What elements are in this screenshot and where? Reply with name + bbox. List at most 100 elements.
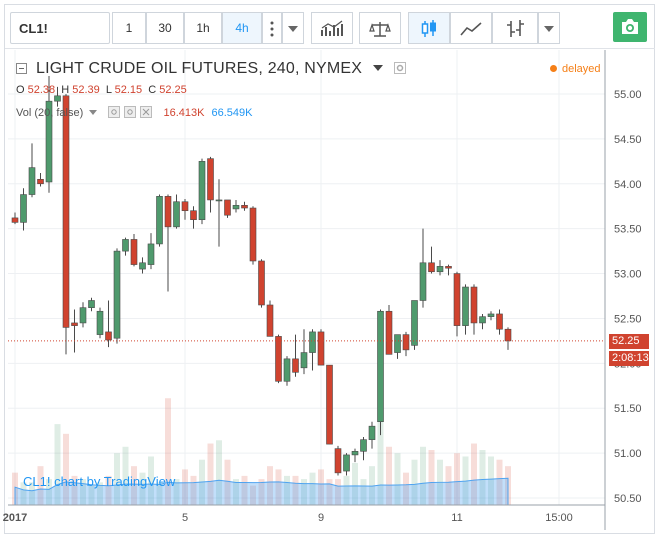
volume-ma-area [14, 477, 509, 506]
symbol-search-box[interactable]: CL1! [10, 12, 110, 44]
candle-body [402, 334, 410, 351]
candle-body [283, 358, 291, 382]
volume-bar [428, 450, 435, 505]
x-tick-label: 5 [182, 512, 188, 524]
candle-body [394, 334, 401, 353]
volume-bar [29, 482, 35, 505]
volume-bar [394, 453, 401, 505]
candle-body [173, 201, 180, 228]
interval-4h-button[interactable]: 4h [222, 12, 262, 44]
volume-bar [335, 479, 341, 505]
volume-legend: Vol (20, false) 16.413K 66.549K [16, 106, 253, 119]
bars-style-icon[interactable] [492, 12, 538, 44]
candle-body [62, 95, 70, 328]
candle-body [105, 331, 112, 341]
vol-settings-icons[interactable] [108, 106, 153, 118]
candle-body [198, 161, 206, 220]
candle-body [360, 439, 367, 452]
candles-style-icon[interactable] [408, 12, 450, 44]
x-tick-label: 11 [451, 512, 462, 524]
volume-bar [54, 424, 61, 505]
volume-bar [403, 472, 409, 505]
candle-body [113, 250, 121, 339]
candle-body [377, 310, 384, 422]
volume-bar [233, 479, 239, 505]
volume-bar [105, 475, 112, 505]
more-intervals-icon[interactable] [262, 12, 282, 44]
x-tick-label: 15:00 [545, 512, 573, 524]
volume-ma [14, 477, 509, 506]
volume-bar [156, 482, 163, 505]
volume-bar [479, 450, 486, 505]
candle-body [445, 266, 452, 269]
interval-1h-button[interactable]: 1h [184, 12, 222, 44]
volume-bar [352, 462, 358, 505]
candle-body [224, 199, 231, 216]
volume-bar [454, 453, 460, 505]
volume-bar [250, 485, 256, 505]
candle-body [139, 262, 146, 270]
volume-bar [88, 485, 95, 505]
candle-body [96, 310, 104, 335]
y-tick-label: 55.00 [614, 89, 642, 101]
candle-body [326, 364, 333, 445]
tradingview-watermark[interactable]: CL1! chart by TradingView [23, 474, 176, 489]
candle-body [292, 358, 299, 373]
volume-bar [318, 469, 324, 505]
candle-body [37, 178, 44, 185]
volume-bar [71, 475, 78, 505]
candle-body [411, 300, 418, 346]
candle-body [79, 307, 87, 324]
volume-bar [139, 472, 146, 505]
y-tick-label: 51.50 [614, 403, 642, 415]
x-tick-label: 2017 [3, 512, 27, 524]
volume-bar [326, 479, 333, 505]
volume-bar [488, 456, 494, 505]
volume-bar [114, 453, 120, 505]
candle-body [436, 266, 444, 273]
candle-body [266, 304, 274, 337]
interval-30-button[interactable]: 30 [146, 12, 184, 44]
chart-style-dropdown-icon[interactable] [538, 12, 560, 44]
title-dropdown-icon[interactable] [372, 65, 383, 71]
line-style-icon[interactable] [450, 12, 492, 44]
candle-body [419, 262, 427, 301]
candle-body [462, 286, 469, 326]
toolbar-divider [5, 48, 655, 49]
volume-bar [97, 482, 103, 505]
candle-body [207, 158, 214, 201]
vol-dropdown-icon[interactable] [89, 110, 98, 115]
interval-1-button[interactable]: 1 [112, 12, 146, 44]
volume-bar [267, 466, 273, 505]
volume-bar [190, 475, 197, 505]
compare-icon[interactable] [359, 12, 401, 44]
interval-dropdown-icon[interactable] [282, 12, 304, 44]
y-tick-label: 53.00 [614, 269, 642, 281]
candle-body [71, 322, 78, 326]
volume-bar [173, 479, 180, 505]
candle-body [88, 300, 95, 308]
chart-title: LIGHT CRUDE OIL FUTURES, 240, NYMEX [36, 60, 406, 78]
volume-bar [471, 443, 477, 505]
y-tick-label: 51.00 [614, 448, 642, 460]
y-tick-label: 50.50 [614, 493, 642, 505]
indicators-icon[interactable] [311, 12, 353, 44]
volume-bar [411, 459, 418, 505]
candle-body [130, 239, 138, 265]
volume-bar [20, 482, 27, 505]
candle-body [181, 201, 189, 212]
candle-body [275, 336, 282, 382]
snapshot-camera-icon[interactable] [613, 12, 647, 42]
series-settings-icon[interactable] [393, 62, 406, 74]
candle-body [258, 260, 265, 306]
candle-body [190, 210, 197, 220]
collapse-legend-icon[interactable] [16, 63, 27, 74]
volume-bar [63, 433, 69, 505]
candle-body [11, 217, 19, 223]
volume-bar [207, 443, 214, 505]
candles [11, 76, 512, 476]
candle-body [156, 196, 163, 245]
y-tick-label: 52.50 [614, 313, 642, 325]
candle-body [215, 199, 223, 202]
